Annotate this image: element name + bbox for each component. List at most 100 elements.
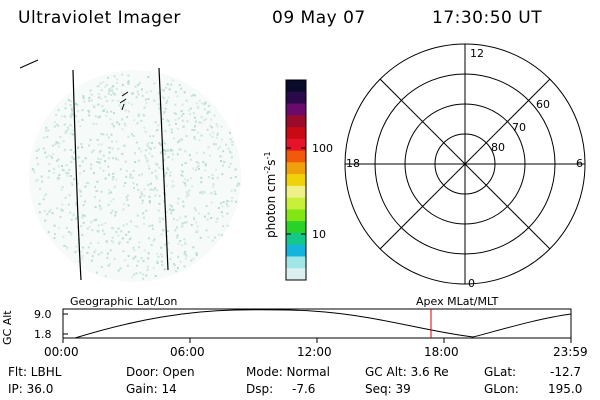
noise-pixel [178,84,181,87]
noise-pixel [147,146,150,149]
noise-pixel [81,216,84,219]
noise-pixel [235,200,238,203]
noise-pixel [181,103,184,106]
timeline-xticks [62,338,572,343]
noise-pixel [124,124,127,127]
noise-pixel [59,215,62,218]
noise-pixel [158,217,161,220]
noise-pixel [200,176,203,179]
noise-pixel [171,153,174,156]
noise-pixel [77,120,80,123]
xtick-label-1200: 12:00 [297,345,332,359]
noise-pixel [143,222,146,225]
noise-pixel [174,119,177,121]
noise-pixel [147,98,150,100]
noise-pixel [182,200,185,203]
noise-pixel [97,93,100,96]
noise-pixel [166,99,169,102]
noise-pixel [77,182,80,185]
noise-pixel [141,88,143,91]
noise-pixel [221,215,224,218]
noise-pixel [110,239,113,242]
noise-pixel [92,172,95,175]
noise-pixel [177,255,180,258]
noise-pixel [138,174,141,177]
noise-pixel [230,156,233,159]
noise-pixel [176,267,179,270]
noise-pixel [229,138,232,141]
noise-pixel [178,148,181,151]
noise-pixel [87,109,90,112]
noise-pixel [162,97,165,100]
noise-pixel [112,112,115,115]
noise-pixel [222,225,225,228]
noise-pixel [79,190,82,193]
noise-pixel [152,267,155,269]
noise-pixel [81,146,84,149]
gc-alt-info: GC Alt: 3.6 Re [365,365,449,379]
noise-pixel [192,93,195,96]
noise-pixel [181,222,184,225]
noise-pixel [184,162,187,165]
noise-pixel [123,122,126,125]
noise-pixel [166,167,169,170]
noise-pixel [90,151,93,154]
noise-pixel [127,74,130,77]
noise-pixel [189,158,192,161]
noise-pixel [199,236,202,239]
noise-pixel [107,76,109,79]
noise-pixel [188,189,191,192]
noise-pixel [114,185,117,188]
noise-pixel [221,205,224,208]
image-noise [31,73,241,280]
noise-pixel [179,239,182,242]
noise-pixel [53,125,56,128]
noise-pixel [137,113,140,116]
noise-pixel [45,193,48,196]
noise-pixel [127,204,130,207]
noise-pixel [71,183,74,186]
noise-pixel [60,188,63,191]
colorbar-segment [286,268,306,281]
noise-pixel [152,135,155,138]
noise-pixel [112,172,115,175]
noise-pixel [126,116,129,118]
noise-pixel [211,174,214,176]
noise-pixel [112,176,115,179]
dsp-label: Dsp: [246,382,274,396]
noise-pixel [160,151,163,154]
noise-pixel [197,165,200,167]
noise-pixel [137,159,140,162]
noise-pixel [133,187,135,189]
noise-pixel [136,214,139,217]
noise-pixel [136,225,139,228]
noise-pixel [180,87,183,90]
noise-pixel [63,115,66,118]
noise-pixel [94,196,96,199]
noise-pixel [168,123,171,126]
lat-label-70: 70 [512,121,526,134]
noise-pixel [216,133,219,136]
noise-pixel [104,275,107,278]
noise-pixel [113,257,116,260]
noise-pixel [77,156,80,159]
noise-pixel [197,105,200,108]
noise-pixel [187,191,190,194]
noise-pixel [131,176,134,179]
noise-pixel [142,273,145,276]
noise-pixel [170,251,173,254]
noise-pixel [137,260,140,263]
noise-pixel [110,110,113,113]
noise-pixel [157,209,160,212]
noise-pixel [153,146,156,149]
noise-pixel [189,107,192,110]
noise-pixel [108,88,111,91]
noise-pixel [44,129,47,132]
noise-pixel [193,216,195,219]
noise-pixel [69,114,72,117]
noise-pixel [141,94,144,97]
noise-pixel [185,99,188,102]
noise-pixel [118,123,121,126]
colorbar-tick-label-10: 10 [312,228,326,241]
lat-label-60: 60 [536,98,550,111]
